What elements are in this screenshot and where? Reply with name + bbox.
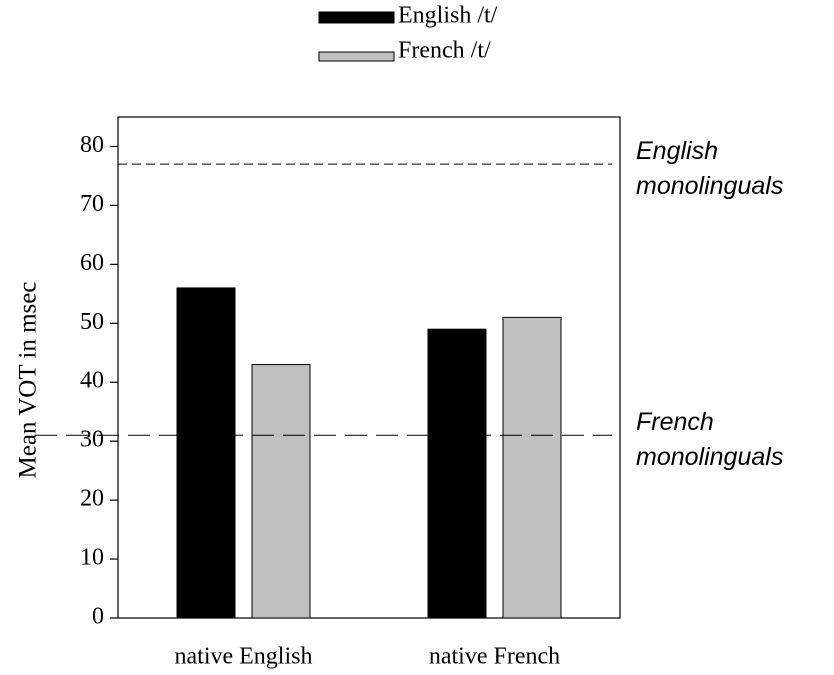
- y-tick-label: 60: [80, 250, 104, 276]
- bar: [251, 364, 311, 619]
- legend-label: French /t/: [398, 38, 491, 64]
- reference-label: French: [636, 408, 714, 436]
- reference-label: monolinguals: [636, 443, 783, 471]
- y-tick-label: 20: [80, 486, 104, 512]
- y-tick-label: 10: [80, 545, 104, 571]
- bar: [502, 316, 562, 619]
- legend-swatch: [318, 51, 395, 62]
- y-tick-label: 40: [80, 368, 104, 394]
- plot-frame: [117, 116, 621, 619]
- legend-swatch: [318, 11, 395, 24]
- legend-label: English /t/: [398, 3, 498, 29]
- x-tick-label: native English: [175, 644, 313, 670]
- y-tick-label: 70: [80, 191, 104, 217]
- y-tick-label: 80: [80, 132, 104, 158]
- x-tick-label: native French: [429, 644, 560, 670]
- bar: [427, 328, 487, 619]
- y-axis-label: Mean VOT in msec: [15, 282, 42, 479]
- reference-label: monolinguals: [636, 172, 783, 200]
- y-tick-label: 30: [80, 427, 104, 453]
- reference-label: English: [636, 137, 718, 165]
- bar: [176, 287, 236, 619]
- y-tick-label: 0: [92, 604, 104, 630]
- y-tick-label: 50: [80, 309, 104, 335]
